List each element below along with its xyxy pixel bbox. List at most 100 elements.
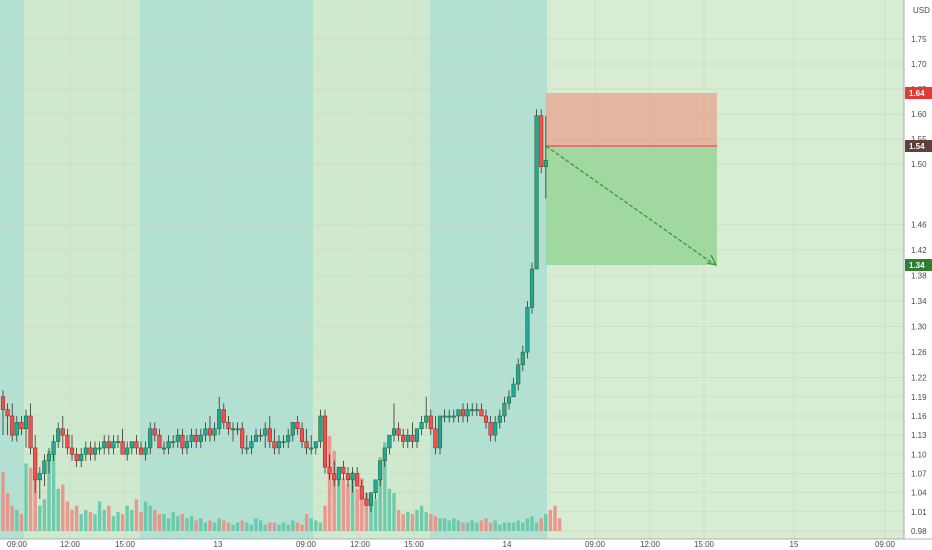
candle-body bbox=[318, 415, 323, 442]
candle-body bbox=[240, 428, 245, 449]
candle-body bbox=[290, 422, 295, 436]
candle-body bbox=[148, 428, 153, 449]
candle-body bbox=[253, 434, 259, 442]
candle-body bbox=[479, 409, 484, 417]
volume-bar bbox=[226, 522, 231, 531]
candle-body bbox=[359, 486, 364, 500]
volume-bar bbox=[281, 522, 286, 531]
volume-bar bbox=[350, 471, 355, 531]
volume-bar bbox=[10, 505, 14, 531]
price-tick-label: 1.16 bbox=[911, 412, 927, 421]
price-axis[interactable]: 1.751.701.651.601.551.501.461.421.381.34… bbox=[903, 0, 932, 550]
volume-bar bbox=[125, 505, 129, 531]
price-tick-label: 1.70 bbox=[911, 60, 927, 69]
candle-body bbox=[401, 434, 406, 442]
volume-bar bbox=[304, 514, 309, 531]
candle-body bbox=[391, 428, 397, 436]
volume-bar bbox=[203, 522, 208, 531]
price-tick-label: 1.13 bbox=[911, 431, 927, 440]
candle-body bbox=[33, 447, 38, 481]
time-tick-label: 12:00 bbox=[640, 540, 661, 549]
volume-bar bbox=[396, 509, 401, 531]
candle-body bbox=[341, 466, 346, 474]
candle-body bbox=[19, 422, 24, 430]
volume-bar bbox=[84, 509, 88, 531]
volume-bar bbox=[539, 518, 543, 531]
volume-bar bbox=[180, 514, 185, 531]
volume-bar bbox=[341, 478, 346, 531]
candle-body bbox=[502, 402, 507, 417]
volume-bar bbox=[189, 516, 194, 531]
volume-bar bbox=[222, 520, 226, 531]
candle-body bbox=[175, 434, 180, 442]
volume-bar bbox=[277, 524, 281, 531]
time-axis[interactable]: 09:00 12:00 15:00 13 09:00 12:00 15:00 14 09:00 1… bbox=[0, 538, 932, 550]
price-label-text: 1.64 bbox=[909, 89, 925, 98]
candle-body bbox=[493, 422, 498, 436]
session-band-3 bbox=[313, 0, 430, 539]
short-position-tool[interactable] bbox=[545, 93, 718, 266]
candle-body bbox=[534, 115, 539, 270]
time-tick-label: 09:00 bbox=[875, 540, 896, 549]
price-tick-label: 1.75 bbox=[911, 35, 927, 44]
candle-body bbox=[258, 434, 263, 437]
volume-bars bbox=[1, 436, 562, 531]
volume-bar bbox=[401, 514, 405, 531]
price-tick-label: 1.30 bbox=[911, 323, 927, 332]
volume-bar bbox=[245, 522, 249, 531]
candle-body bbox=[295, 422, 300, 430]
candle-body bbox=[235, 428, 240, 431]
volume-bar bbox=[212, 522, 217, 531]
candle-body bbox=[304, 441, 309, 449]
time-tick-label: 15:00 bbox=[115, 540, 136, 549]
price-label-bg bbox=[905, 140, 932, 152]
trend-arrow-line bbox=[545, 145, 716, 266]
candle-body bbox=[378, 460, 383, 481]
candle-body bbox=[465, 409, 470, 417]
candle-body bbox=[281, 441, 286, 443]
candle-body bbox=[226, 422, 231, 430]
candle-body bbox=[516, 364, 521, 385]
candle-body bbox=[456, 409, 461, 417]
volume-bar bbox=[295, 522, 300, 531]
candle-body bbox=[152, 428, 157, 436]
volume-bar bbox=[369, 501, 373, 531]
candle-body bbox=[345, 473, 351, 481]
volume-bar bbox=[461, 522, 465, 531]
candle-body bbox=[0, 396, 6, 410]
candle-body bbox=[230, 428, 236, 431]
volume-bar bbox=[419, 505, 424, 531]
candle-body bbox=[483, 415, 489, 423]
volume-bar bbox=[516, 520, 520, 531]
volume-bar bbox=[525, 518, 530, 531]
volume-bar bbox=[534, 522, 539, 531]
volume-bar bbox=[406, 512, 410, 531]
candle-body bbox=[437, 415, 443, 449]
candle-body bbox=[309, 447, 314, 450]
price-tick-label: 1.19 bbox=[911, 393, 927, 402]
volume-bar bbox=[424, 512, 428, 531]
volume-bar bbox=[134, 499, 139, 531]
candle-body bbox=[120, 441, 125, 455]
volume-bar bbox=[56, 488, 60, 531]
candle-body bbox=[525, 307, 530, 353]
volume-bar bbox=[199, 518, 203, 531]
candle-body bbox=[92, 447, 98, 455]
session-band-4 bbox=[430, 0, 547, 539]
volume-bar bbox=[456, 520, 461, 531]
time-tick-label: 13 bbox=[214, 540, 223, 549]
volume-bar bbox=[111, 516, 116, 531]
volume-bar bbox=[355, 488, 359, 531]
volume-bar bbox=[38, 505, 42, 531]
volume-bar bbox=[364, 493, 369, 531]
volume-bar bbox=[107, 505, 111, 531]
price-label-text: 1.54 bbox=[909, 142, 925, 151]
candle-body bbox=[387, 434, 392, 449]
time-tick-label: 12:00 bbox=[60, 540, 81, 549]
price-tick-label: 1.42 bbox=[911, 246, 927, 255]
candle-body bbox=[350, 473, 355, 481]
volume-bar bbox=[521, 522, 525, 531]
volume-bar bbox=[143, 501, 148, 531]
candle-body bbox=[474, 409, 479, 412]
volume-bar bbox=[116, 512, 120, 531]
